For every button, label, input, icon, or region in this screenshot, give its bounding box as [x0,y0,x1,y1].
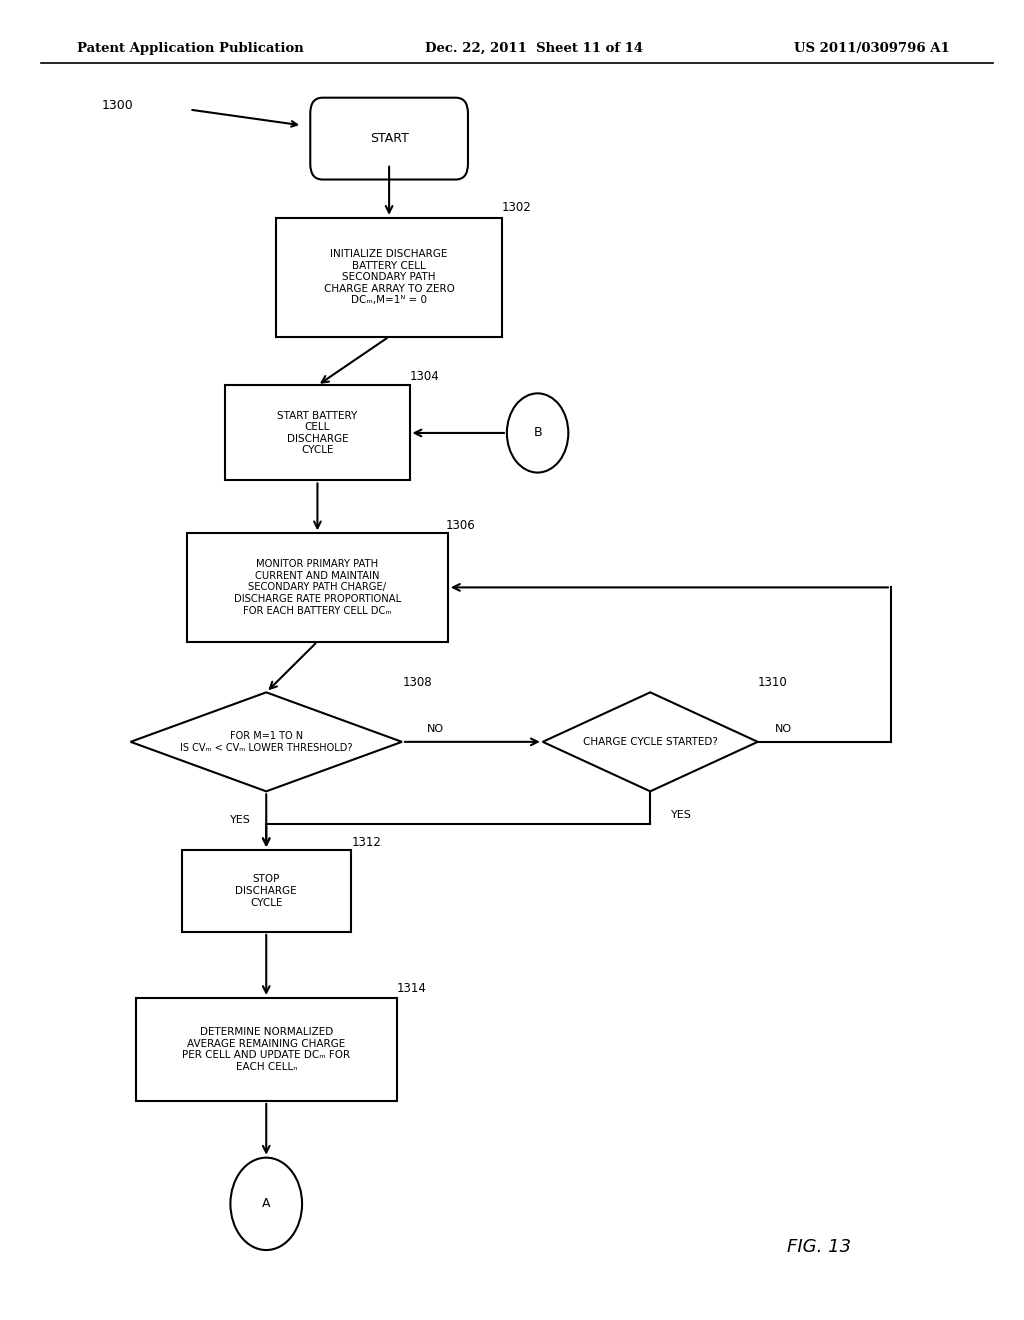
Text: DETERMINE NORMALIZED
AVERAGE REMAINING CHARGE
PER CELL AND UPDATE DCₘ FOR
EACH C: DETERMINE NORMALIZED AVERAGE REMAINING C… [182,1027,350,1072]
Text: NO: NO [427,723,443,734]
Text: FOR M=1 TO N
IS CVₘ < CVₘ LOWER THRESHOLD?: FOR M=1 TO N IS CVₘ < CVₘ LOWER THRESHOL… [180,731,352,752]
Bar [135,998,397,1101]
Text: 1304: 1304 [410,370,439,383]
Circle shape [507,393,568,473]
Text: STOP
DISCHARGE
CYCLE: STOP DISCHARGE CYCLE [236,874,297,908]
Text: CHARGE CYCLE STARTED?: CHARGE CYCLE STARTED? [583,737,718,747]
Text: Dec. 22, 2011  Sheet 11 of 14: Dec. 22, 2011 Sheet 11 of 14 [425,42,643,54]
Text: Patent Application Publication: Patent Application Publication [77,42,303,54]
Text: 1308: 1308 [402,676,432,689]
Text: YES: YES [230,816,251,825]
Text: START: START [370,132,409,145]
Text: 1300: 1300 [101,99,134,112]
Text: INITIALIZE DISCHARGE
BATTERY CELL
SECONDARY PATH
CHARGE ARRAY TO ZERO
DCₘ,M=1ᴺ =: INITIALIZE DISCHARGE BATTERY CELL SECOND… [324,249,455,305]
Text: START BATTERY
CELL
DISCHARGE
CYCLE: START BATTERY CELL DISCHARGE CYCLE [278,411,357,455]
Circle shape [230,1158,302,1250]
Bar [225,385,410,480]
Text: YES: YES [671,810,691,820]
Text: MONITOR PRIMARY PATH
CURRENT AND MAINTAIN
SECONDARY PATH CHARGE/
DISCHARGE RATE : MONITOR PRIMARY PATH CURRENT AND MAINTAI… [233,560,401,615]
Bar [276,218,502,337]
Text: 1302: 1302 [502,201,531,214]
Text: 1312: 1312 [351,836,381,849]
Text: US 2011/0309796 A1: US 2011/0309796 A1 [794,42,949,54]
Text: 1310: 1310 [758,676,787,689]
FancyBboxPatch shape [310,98,468,180]
Text: NO: NO [775,723,792,734]
Text: 1306: 1306 [445,519,475,532]
Bar [186,533,449,642]
Polygon shape [131,692,401,791]
Text: A: A [262,1197,270,1210]
Polygon shape [543,692,758,791]
Text: FIG. 13: FIG. 13 [787,1238,851,1257]
Text: 1314: 1314 [396,982,426,995]
Text: B: B [534,426,542,440]
Bar [182,850,350,932]
